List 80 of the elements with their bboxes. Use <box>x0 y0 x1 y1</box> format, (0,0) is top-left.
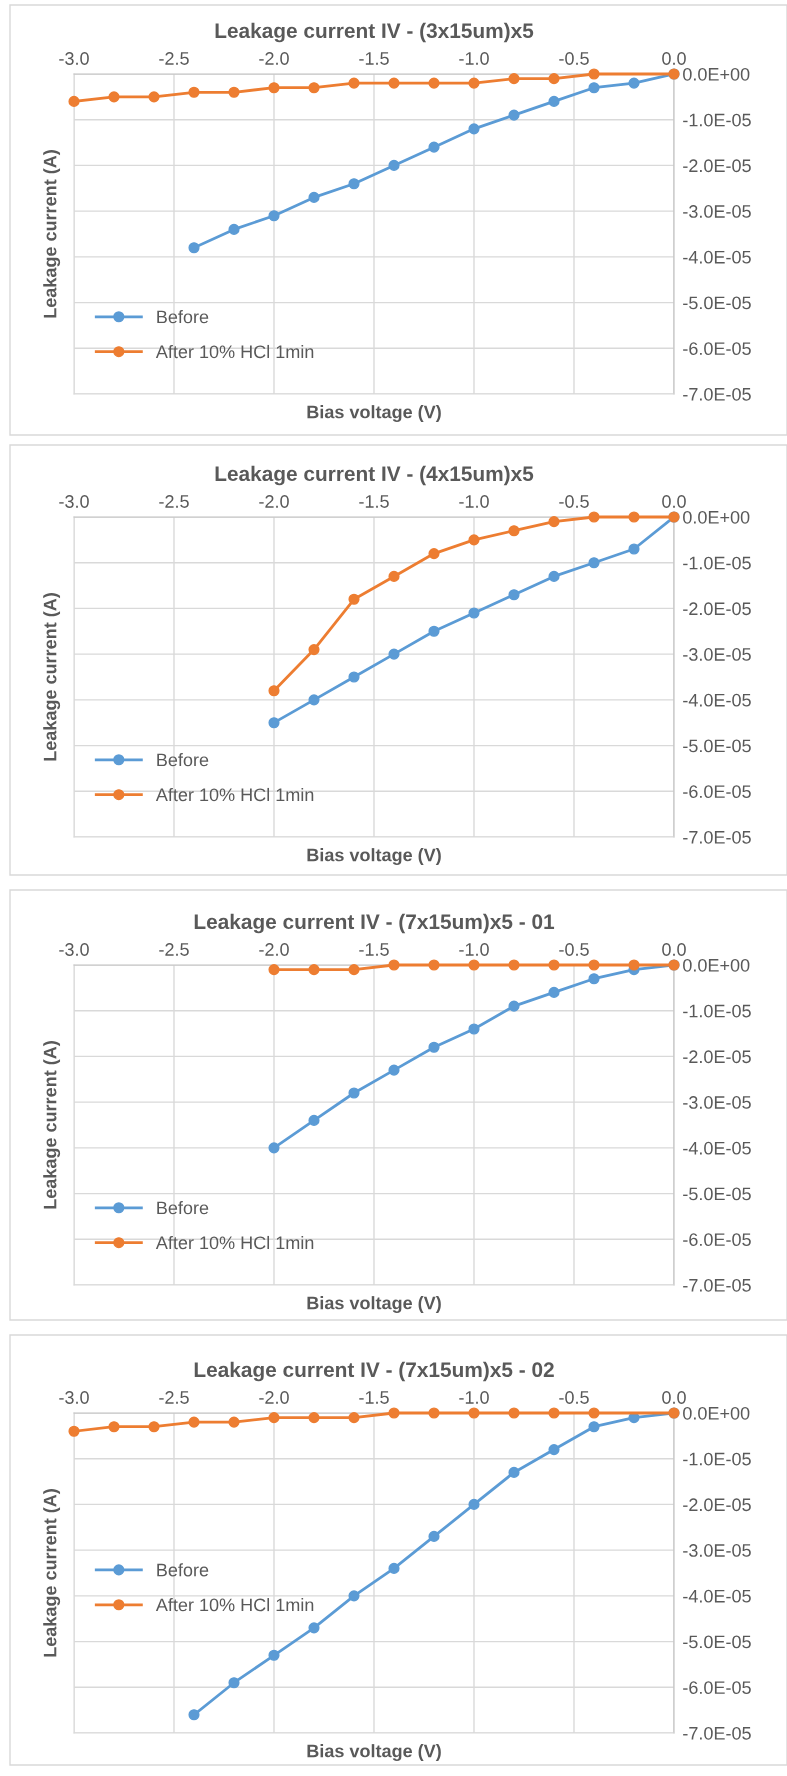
legend-label: Before <box>157 1201 209 1215</box>
y-tick-label: -2.0E-05 <box>683 1050 751 1064</box>
x-tick-label: -0.5 <box>559 1391 589 1404</box>
y-tick-label: 0.0E+00 <box>683 958 750 972</box>
y-tick-label: -1.0E-05 <box>683 1452 751 1466</box>
x-tick-label: 0.0 <box>662 1391 686 1404</box>
y-tick-label: -3.0E-05 <box>683 205 751 218</box>
x-tick-label: -2.0 <box>259 943 289 956</box>
x-tick-label: -1.5 <box>359 1391 389 1404</box>
chart-title: Leakage current IV - (7x15um)x5 - 01 <box>194 913 555 934</box>
x-tick-label: -2.5 <box>159 1391 189 1404</box>
y-tick-label: -2.0E-05 <box>683 1498 751 1512</box>
x-tick-label: -3.0 <box>59 495 89 508</box>
x-tick-label: -2.0 <box>259 495 289 508</box>
x-axis-title: Bias voltage (V) <box>307 1744 441 1762</box>
y-tick-label: -6.0E-05 <box>683 1681 751 1695</box>
x-tick-label: -0.5 <box>559 943 589 956</box>
y-tick-label: -5.0E-05 <box>683 739 751 753</box>
x-tick-label: -1.0 <box>459 52 489 65</box>
y-tick-label: -6.0E-05 <box>683 342 751 356</box>
x-tick-label: -1.0 <box>459 495 489 508</box>
legend-label: Before <box>157 753 209 767</box>
y-tick-label: -2.0E-05 <box>683 159 751 173</box>
y-tick-label: -3.0E-05 <box>683 648 751 661</box>
y-tick-label: -7.0E-05 <box>683 830 751 844</box>
y-tick-label: -1.0E-05 <box>683 1004 751 1018</box>
x-axis-title: Bias voltage (V) <box>307 1296 441 1314</box>
x-tick-label: -2.0 <box>259 52 289 65</box>
legend-label: After 10% HCl 1min <box>155 1235 314 1250</box>
x-axis-title: Bias voltage (V) <box>307 848 441 866</box>
y-tick-label: -5.0E-05 <box>683 1635 751 1649</box>
x-tick-label: 0.0 <box>662 52 686 65</box>
x-tick-label: -2.0 <box>259 1391 289 1404</box>
y-tick-label: -2.0E-05 <box>683 602 751 616</box>
y-tick-label: -4.0E-05 <box>683 1141 751 1155</box>
y-tick-label: -3.0E-05 <box>683 1096 751 1109</box>
x-tick-label: -3.0 <box>59 943 89 956</box>
y-tick-label: -4.0E-05 <box>683 250 751 264</box>
x-tick-label: -0.5 <box>559 52 589 65</box>
y-tick-label: 0.0E+00 <box>683 67 750 81</box>
x-axis-title: Bias voltage (V) <box>307 405 441 423</box>
y-tick-label: -4.0E-05 <box>683 693 751 707</box>
y-axis-title: Leakage current (A) <box>43 150 61 318</box>
x-tick-label: -3.0 <box>59 52 89 65</box>
x-tick-label: -1.5 <box>359 943 389 956</box>
y-tick-label: -5.0E-05 <box>683 296 751 310</box>
legend-label: After 10% HCl 1min <box>155 787 314 802</box>
x-tick-label: -0.5 <box>559 495 589 508</box>
x-tick-label: -3.0 <box>59 1391 89 1404</box>
x-tick-label: -1.5 <box>359 495 389 508</box>
y-tick-label: -5.0E-05 <box>683 1187 751 1201</box>
y-tick-label: -7.0E-05 <box>683 1278 751 1292</box>
y-tick-label: 0.0E+00 <box>683 510 750 524</box>
y-tick-label: -4.0E-05 <box>683 1589 751 1603</box>
x-tick-label: -2.5 <box>159 495 189 508</box>
y-tick-label: -3.0E-05 <box>683 1544 751 1557</box>
chart-title: Leakage current IV - (4x15um)x5 <box>215 465 534 486</box>
legend-label: Before <box>157 310 209 324</box>
x-tick-label: -2.5 <box>159 943 189 956</box>
y-tick-label: -7.0E-05 <box>683 387 751 401</box>
y-tick-label: -1.0E-05 <box>683 556 751 570</box>
x-tick-label: -1.0 <box>459 943 489 956</box>
y-tick-label: -1.0E-05 <box>683 113 751 127</box>
legend-label: Before <box>157 1563 209 1577</box>
legend-label: After 10% HCl 1min <box>155 344 314 359</box>
chart-title: Leakage current IV - (7x15um)x5 - 02 <box>194 1361 554 1382</box>
y-tick-label: -6.0E-05 <box>683 785 751 799</box>
x-tick-label: -2.5 <box>159 52 189 65</box>
x-tick-label: 0.0 <box>662 495 686 508</box>
y-axis-title: Leakage current (A) <box>43 1489 61 1657</box>
y-tick-label: 0.0E+00 <box>683 1406 750 1420</box>
y-axis-title: Leakage current (A) <box>43 593 61 761</box>
x-tick-label: 0.0 <box>662 943 686 956</box>
x-tick-label: -1.5 <box>359 52 389 65</box>
x-tick-label: -1.0 <box>459 1391 489 1404</box>
legend-label: After 10% HCl 1min <box>155 1598 314 1612</box>
chart-title: Leakage current IV - (3x15um)x5 <box>215 22 534 43</box>
y-tick-label: -6.0E-05 <box>683 1233 751 1247</box>
y-axis-title: Leakage current (A) <box>43 1041 61 1209</box>
y-tick-label: -7.0E-05 <box>683 1726 751 1740</box>
